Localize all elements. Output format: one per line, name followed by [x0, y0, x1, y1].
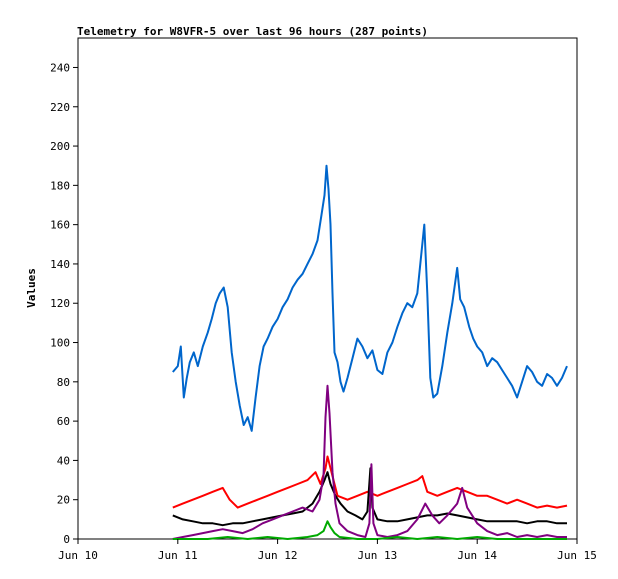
y-axis: 0 20 40 60 80 100 120 140 160 180 200 220 240 [50, 61, 78, 546]
y-tick-label: 80 [57, 376, 70, 389]
x-tick-label: Jun 12 [258, 549, 298, 562]
y-tick-label: 20 [57, 494, 70, 507]
y-tick-label: 100 [50, 337, 70, 350]
x-tick-label: Jun 15 [557, 549, 597, 562]
x-tick-label: Jun 14 [457, 549, 497, 562]
series-line-0 [172, 164, 568, 432]
y-tick-label: 120 [50, 297, 70, 310]
chart-title: Telemetry for W8VFR-5 over last 96 hours… [77, 25, 428, 38]
x-tick-label: Jun 10 [58, 549, 98, 562]
y-tick-label: 160 [50, 219, 70, 232]
y-tick-label: 220 [50, 101, 70, 114]
y-axis-label: Values [25, 268, 38, 308]
plot-frame [77, 37, 578, 540]
x-tick-label: Jun 11 [158, 549, 198, 562]
y-tick-label: 180 [50, 179, 70, 192]
series-line-3 [172, 384, 567, 540]
y-tick-label: 200 [50, 140, 70, 153]
series-line-2 [172, 467, 567, 527]
y-tick-label: 140 [50, 258, 70, 271]
y-tick-label: 0 [63, 533, 70, 546]
x-tick-label: Jun 13 [358, 549, 398, 562]
y-tick-label: 60 [57, 415, 70, 428]
series-layer [172, 164, 568, 540]
y-tick-label: 40 [57, 454, 70, 467]
series-line-1 [172, 455, 568, 509]
series-line-4 [172, 520, 567, 540]
x-axis: Jun 10 Jun 11 Jun 12 Jun 13 Jun 14 Jun 15 [58, 539, 597, 562]
y-tick-label: 240 [50, 61, 70, 74]
